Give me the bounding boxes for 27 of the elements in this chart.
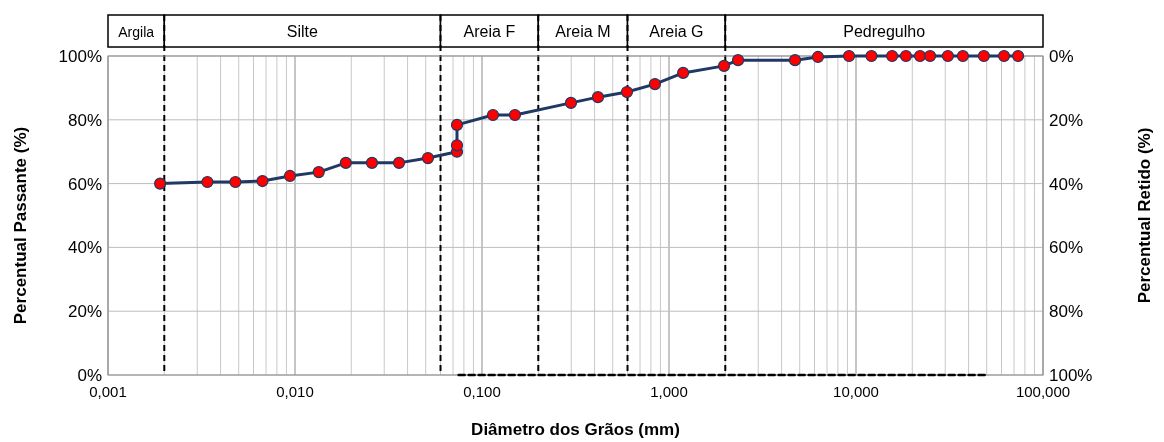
y2-tick-label: 80%	[1049, 302, 1084, 322]
y-axis-title: Percentual Passante (%)	[11, 126, 30, 325]
x-axis-title: Diâmetro dos Grãos (mm)	[471, 420, 680, 439]
y2-tick-label: 0%	[1049, 47, 1074, 66]
x-tick-label: 100,000	[1015, 383, 1071, 400]
x-tick-label: 0,001	[89, 383, 127, 400]
y-tick-label: 80%	[67, 110, 102, 130]
text: Silte	[286, 23, 319, 40]
y-tick-label: 60%	[67, 174, 102, 194]
y2-axis-title: Percentual Retido (%)	[1135, 127, 1154, 304]
text: Areia G	[649, 23, 704, 40]
text: Pedregulho	[843, 23, 926, 40]
y2-tick-label: 20%	[1049, 110, 1084, 130]
y2-tick-label: 60%	[1049, 238, 1084, 258]
x-tick-label: 1,000	[650, 383, 688, 400]
text: Argila	[118, 24, 155, 40]
x-tick-label: 0,100	[463, 383, 501, 400]
y-tick-label: 20%	[67, 302, 102, 322]
text: Areia F	[463, 23, 516, 40]
y-tick-label: 0%	[77, 366, 102, 385]
y-tick-label: 100%	[58, 47, 102, 66]
y-tick-label: 40%	[67, 238, 102, 258]
y2-tick-label: 100%	[1049, 366, 1093, 385]
y2-tick-label: 40%	[1049, 174, 1084, 194]
x-tick-label: 0,010	[276, 383, 314, 400]
text: Areia M	[555, 23, 611, 40]
x-tick-label: 10,000	[833, 383, 879, 400]
